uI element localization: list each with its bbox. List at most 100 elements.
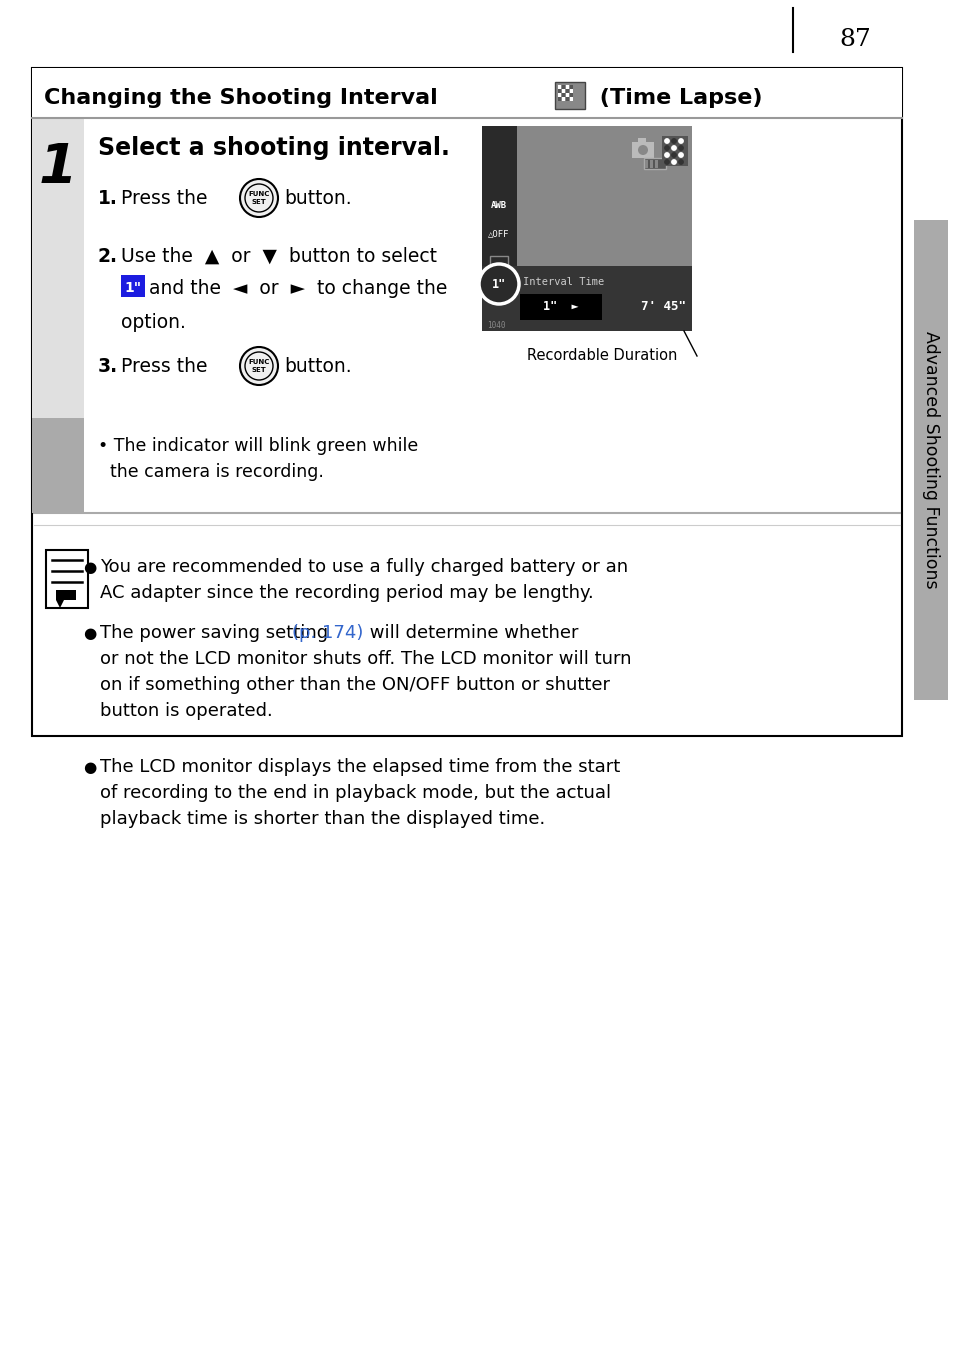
Text: the camera is recording.: the camera is recording. [110,463,323,482]
Text: 1.: 1. [98,188,118,207]
Text: Changing the Shooting Interval: Changing the Shooting Interval [44,87,437,108]
Circle shape [664,139,668,143]
Bar [46,550,88,608]
Bar [655,160,658,168]
Text: of recording to the end in playback mode, but the actual: of recording to the end in playback mode… [100,784,611,802]
Text: playback time is shorter than the displayed time.: playback time is shorter than the displa… [100,810,545,829]
Text: FUNC: FUNC [248,359,270,364]
Bar [565,93,569,97]
Bar [32,69,901,118]
Text: (Time Lapse): (Time Lapse) [592,87,761,108]
Bar [56,590,76,600]
Bar [649,160,653,168]
Text: SET: SET [252,199,266,206]
Circle shape [240,179,277,217]
Text: ●: ● [83,560,96,574]
Bar [561,85,565,89]
Circle shape [664,160,668,164]
Text: 87: 87 [839,28,870,51]
Bar [32,418,84,512]
Bar [561,93,565,97]
Text: Press the: Press the [121,356,208,375]
Circle shape [478,264,518,304]
Bar [565,89,569,93]
Circle shape [245,352,273,381]
Circle shape [638,145,647,155]
Text: 1: 1 [39,141,77,195]
Text: 1": 1" [492,277,506,291]
Bar [481,126,691,331]
Bar [565,97,569,101]
Circle shape [679,160,682,164]
Circle shape [679,153,682,157]
Text: The LCD monitor displays the elapsed time from the start: The LCD monitor displays the elapsed tim… [100,759,619,776]
Text: AC adapter since the recording period may be lengthy.: AC adapter since the recording period ma… [100,584,593,603]
Text: will determine whether: will determine whether [364,624,578,642]
Bar [644,160,648,168]
Bar [481,126,517,331]
Bar [561,97,565,101]
Text: button.: button. [284,188,352,207]
Text: Advanced Shooting Functions: Advanced Shooting Functions [921,331,939,589]
Polygon shape [56,600,64,608]
Text: 1040: 1040 [486,320,505,330]
Bar [569,85,573,89]
Bar [661,136,687,165]
Bar [555,82,584,109]
Text: Interval Time: Interval Time [522,277,603,286]
Circle shape [671,160,676,164]
Bar [32,118,84,418]
Bar [558,89,561,93]
Bar [558,85,561,89]
Text: FUNC: FUNC [248,191,270,196]
Text: button.: button. [284,356,352,375]
Text: (p. 174): (p. 174) [292,624,363,642]
Circle shape [671,145,676,151]
Text: or not the LCD monitor shuts off. The LCD monitor will turn: or not the LCD monitor shuts off. The LC… [100,650,631,668]
Bar [519,295,601,320]
Circle shape [671,139,676,143]
Circle shape [664,145,668,151]
Bar [490,256,507,274]
Bar [569,93,573,97]
Bar [565,85,569,89]
Bar [643,157,665,169]
Bar [561,89,565,93]
Text: The power saving setting: The power saving setting [100,624,334,642]
Bar [638,139,645,143]
Text: 3.: 3. [98,356,118,375]
Bar [631,143,654,157]
Circle shape [664,153,668,157]
Bar [665,161,668,165]
Text: Select a shooting interval.: Select a shooting interval. [98,136,450,160]
Text: ●: ● [83,625,96,640]
Text: button is operated.: button is operated. [100,702,273,720]
Text: option.: option. [121,312,186,331]
Text: • The indicator will blink green while: • The indicator will blink green while [98,437,417,455]
Text: Use the  ▲  or  ▼  button to select: Use the ▲ or ▼ button to select [121,246,436,265]
Text: and the  ◄  or  ►  to change the: and the ◄ or ► to change the [149,278,447,297]
Circle shape [671,153,676,157]
Text: 1"  ►: 1" ► [542,300,578,313]
Text: △OFF: △OFF [488,230,509,238]
Text: ●: ● [83,760,96,775]
Text: 1": 1" [124,281,141,295]
Bar [569,89,573,93]
Circle shape [240,347,277,385]
Bar [558,93,561,97]
Text: 2.: 2. [98,246,118,265]
Bar [558,97,561,101]
Text: AWB: AWB [491,202,507,211]
Circle shape [679,139,682,143]
Text: Press the: Press the [121,188,208,207]
Bar [121,274,145,297]
Bar [569,97,573,101]
Circle shape [679,145,682,151]
Text: 7' 45": 7' 45" [640,300,685,313]
Bar [32,69,901,736]
Circle shape [245,184,273,213]
Text: SET: SET [252,367,266,374]
Text: You are recommended to use a fully charged battery or an: You are recommended to use a fully charg… [100,558,627,576]
Text: Recordable Duration: Recordable Duration [526,348,677,363]
Text: on if something other than the ON/OFF button or shutter: on if something other than the ON/OFF bu… [100,677,609,694]
